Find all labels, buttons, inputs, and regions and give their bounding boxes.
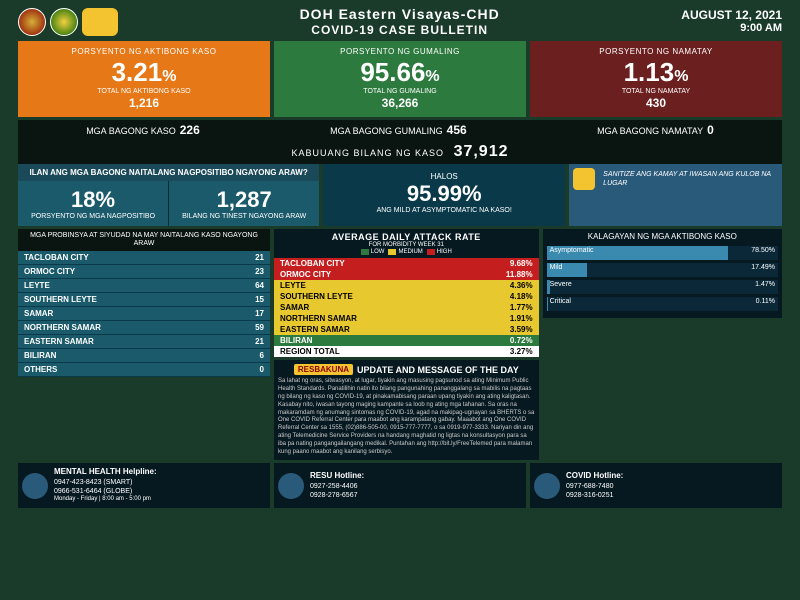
province-row: TACLOBAN CITY21	[18, 251, 270, 265]
halos-sub: ANG MILD AT ASYMPTOMATIC NA KASO!	[331, 207, 557, 215]
stat-pct: 1.13%	[534, 57, 778, 88]
update-body: Sa lahat ng oras, sitwasyon, at lugar, t…	[278, 378, 535, 456]
attack-row: LEYTE4.36%	[274, 280, 539, 291]
stat-box: PORSYENTO NG GUMALING 95.66% TOTAL NG GU…	[274, 41, 526, 117]
stat-row: PORSYENTO NG AKTIBONG KASO 3.21% TOTAL N…	[18, 41, 782, 117]
province-row: SAMAR17	[18, 307, 270, 321]
attack-row: REGION TOTAL3.27%	[274, 346, 539, 357]
header: DOH Eastern Visayas-CHD COVID-19 CASE BU…	[18, 6, 782, 41]
header-title-2: COVID-19 CASE BULLETIN	[126, 23, 673, 37]
stat-box: PORSYENTO NG NAMATAY 1.13% TOTAL NG NAMA…	[530, 41, 782, 117]
attack-title: AVERAGE DAILY ATTACK RATE	[277, 232, 536, 242]
legend-item: MEDIUM	[388, 249, 422, 255]
attack-rate-header: AVERAGE DAILY ATTACK RATE FOR MORBIDITY …	[274, 229, 539, 258]
attack-row: ORMOC CITY11.88%	[274, 269, 539, 280]
province-row: SOUTHERN LEYTE15	[18, 293, 270, 307]
hotline-icon	[534, 473, 560, 499]
positivity-cell: 1,287BILANG NG TINEST NGAYONG ARAW	[169, 181, 319, 226]
status-bar: Severe1.47%	[547, 280, 778, 294]
positivity-header: ILAN ANG MGA BAGONG NAITALANG NAGPOSITIB…	[18, 164, 319, 182]
status-bar: Asymptomatic78.50%	[547, 246, 778, 260]
province-row: NORTHERN SAMAR59	[18, 321, 270, 335]
hotline-box: RESU Hotline:0927-258-44060928-278-6567	[274, 463, 526, 507]
stat-sub: TOTAL NG NAMATAY	[534, 88, 778, 96]
provinces-column: MGA PROBINSYA AT SIYUDAD NA MAY NAITALAN…	[18, 229, 270, 460]
hotline-box: COVID Hotline:0977-688-74800928-316-0251	[530, 463, 782, 507]
halos-box: HALOS 95.99% ANG MILD AT ASYMPTOMATIC NA…	[323, 164, 565, 227]
stat-label: PORSYENTO NG NAMATAY	[534, 47, 778, 57]
hotline-icon	[22, 473, 48, 499]
stat-pct: 3.21%	[22, 57, 266, 88]
stat-label: PORSYENTO NG GUMALING	[278, 47, 522, 57]
halos-top: HALOS	[331, 172, 557, 181]
provinces-header: MGA PROBINSYA AT SIYUDAD NA MAY NAITALAN…	[18, 229, 270, 250]
stat-num: 36,266	[278, 96, 522, 110]
footer-hotlines: MENTAL HEALTH Helpline:0947-423-8423 (SM…	[18, 463, 782, 507]
hotline-box: MENTAL HEALTH Helpline:0947-423-8423 (SM…	[18, 463, 270, 507]
total-value: 37,912	[454, 143, 509, 160]
province-row: OTHERS0	[18, 363, 270, 377]
case-status-box: KALAGAYAN NG MGA AKTIBONG KASO Asymptoma…	[543, 229, 782, 318]
attack-sub: FOR MORBIDITY WEEK 31	[277, 242, 536, 248]
stat-sub: TOTAL NG GUMALING	[278, 88, 522, 96]
kalagayan-header: KALAGAYAN NG MGA AKTIBONG KASO	[547, 233, 778, 242]
positivity-cell: 18%PORSYENTO NG MGA NAGPOSITIBO	[18, 181, 169, 226]
update-title: UPDATE AND MESSAGE OF THE DAY	[357, 365, 519, 375]
attack-row: NORTHERN SAMAR1.91%	[274, 313, 539, 324]
stat-num: 1,216	[22, 96, 266, 110]
stat-pct: 95.66%	[278, 57, 522, 88]
header-date: AUGUST 12, 2021	[681, 8, 782, 22]
status-bar: Mild17.49%	[547, 263, 778, 277]
attack-row: SAMAR1.77%	[274, 302, 539, 313]
new-stats-bar: MGA BAGONG KASO226 MGA BAGONG GUMALING456…	[18, 120, 782, 140]
bida-text: SANITIZE ANG KAMAY AT IWASAN ANG KULOB N…	[603, 170, 776, 188]
stat-label: PORSYENTO NG AKTIBONG KASO	[22, 47, 266, 57]
province-row: BILIRAN6	[18, 349, 270, 363]
total-label: KABUUANG BILANG NG KASO	[292, 148, 445, 158]
header-title-1: DOH Eastern Visayas-CHD	[126, 6, 673, 23]
new-stat: MGA BAGONG NAMATAY0	[597, 123, 714, 137]
hotline-icon	[278, 473, 304, 499]
positivity-box: ILAN ANG MGA BAGONG NAITALANG NAGPOSITIB…	[18, 164, 319, 227]
resbakuna-badge: RESBAKUNA	[294, 364, 353, 375]
province-row: LEYTE64	[18, 279, 270, 293]
total-cases-bar: KABUUANG BILANG NG KASO 37,912	[18, 140, 782, 164]
logo-group	[18, 8, 118, 36]
stat-num: 430	[534, 96, 778, 110]
chd-logo	[50, 8, 78, 36]
new-stat: MGA BAGONG GUMALING456	[330, 123, 467, 137]
status-bar: Critical0.11%	[547, 297, 778, 311]
bida-logo	[82, 8, 118, 36]
attack-row: EASTERN SAMAR3.59%	[274, 324, 539, 335]
doh-logo	[18, 8, 46, 36]
update-box: RESBAKUNA UPDATE AND MESSAGE OF THE DAY …	[274, 360, 539, 460]
legend-item: HIGH	[427, 249, 452, 255]
stat-sub: TOTAL NG AKTIBONG KASO	[22, 88, 266, 96]
attack-row: TACLOBAN CITY9.68%	[274, 258, 539, 269]
halos-pct: 95.99%	[331, 181, 557, 207]
province-row: EASTERN SAMAR21	[18, 335, 270, 349]
stat-box: PORSYENTO NG AKTIBONG KASO 3.21% TOTAL N…	[18, 41, 270, 117]
province-row: ORMOC CITY23	[18, 265, 270, 279]
attack-row: BILIRAN0.72%	[274, 335, 539, 346]
header-time: 9:00 AM	[681, 22, 782, 35]
new-stat: MGA BAGONG KASO226	[86, 123, 200, 137]
attack-row: SOUTHERN LEYTE4.18%	[274, 291, 539, 302]
bida-message-box: SANITIZE ANG KAMAY AT IWASAN ANG KULOB N…	[569, 164, 782, 227]
legend-item: LOW	[361, 249, 385, 255]
